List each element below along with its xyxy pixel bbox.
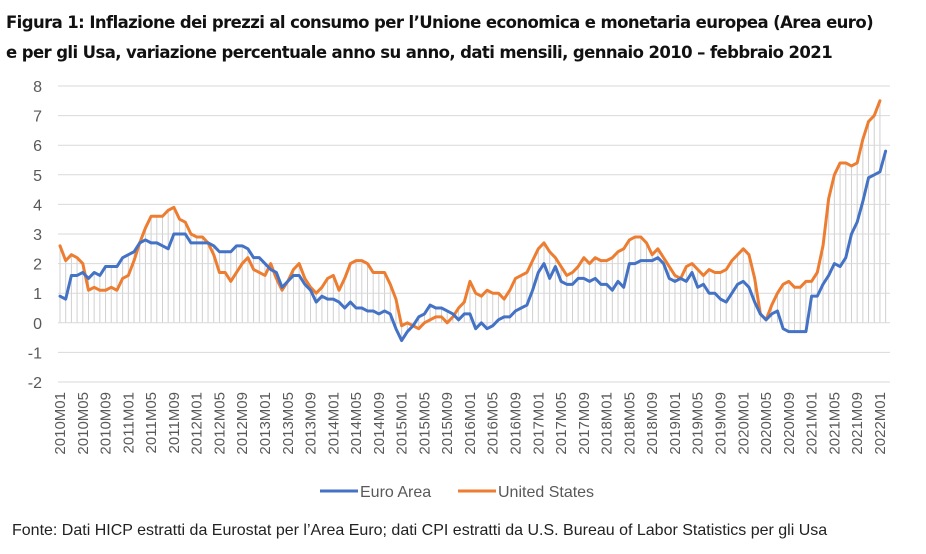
x-tick-label: 2010M09: [98, 392, 115, 455]
x-tick-label: 2011M09: [166, 392, 183, 453]
y-tick-label: 3: [33, 227, 42, 244]
x-tick-label: 2011M05: [143, 392, 160, 453]
x-tick-label: 2013M01: [257, 392, 274, 455]
x-tick-label: 2011M01: [120, 392, 137, 453]
series-lines: [58, 99, 888, 343]
y-tick-label: 5: [33, 168, 42, 185]
x-tick-label: 2015M05: [416, 392, 433, 455]
x-tick-label: 2021M09: [849, 392, 866, 455]
x-tick-label: 2015M09: [439, 392, 456, 455]
x-tick-label: 2018M09: [644, 392, 661, 455]
legend-label: United States: [498, 484, 594, 501]
x-tick-label: 2013M05: [280, 392, 297, 455]
x-tick-label: 2017M05: [553, 392, 570, 455]
x-tick-label: 2014M05: [348, 392, 365, 455]
x-tick-label: 2018M05: [621, 392, 638, 455]
x-tick-label: 2019M09: [713, 392, 730, 455]
x-tick-label: 2013M09: [303, 392, 320, 455]
x-tick-label: 2016M01: [462, 392, 479, 455]
x-tick-label: 2015M01: [394, 392, 411, 455]
x-tick-label: 2020M09: [781, 392, 798, 455]
x-tick-label: 2010M05: [75, 392, 92, 455]
chart-title-line-1: Figura 1: Inflazione dei prezzi al consu…: [6, 13, 874, 32]
x-tick-label: 2020M01: [735, 392, 752, 455]
x-tick-label: 2012M05: [211, 392, 228, 455]
y-tick-label: -2: [28, 375, 42, 392]
x-tick-label: 2016M05: [485, 392, 502, 455]
y-tick-label: 8: [33, 79, 42, 96]
legend-label: Euro Area: [360, 484, 431, 501]
x-tick-label: 2019M05: [690, 392, 707, 455]
source-note: Fonte: Dati HICP estratti da Eurostat pe…: [12, 522, 828, 539]
x-tick-label: 2014M01: [325, 392, 342, 455]
x-tick-label: 2021M01: [804, 392, 821, 455]
y-tick-label: 4: [33, 197, 42, 214]
y-tick-label: 6: [33, 138, 42, 155]
y-tick-label: 1: [33, 286, 42, 303]
x-tick-label: 2017M09: [576, 392, 593, 455]
x-tick-label: 2020M05: [758, 392, 775, 455]
x-axis-ticks: 2010M01 2010M05 2010M09 2011M01 2011M05 2011M…: [52, 392, 889, 455]
series-line-euro-area: [58, 149, 888, 343]
x-tick-label: 2022M01: [872, 392, 889, 455]
legend: Euro Area United States: [320, 484, 594, 501]
chart-title: Figura 1: Inflazione dei prezzi al consu…: [6, 8, 921, 68]
x-tick-label: 2012M09: [234, 392, 251, 455]
x-tick-label: 2016M09: [508, 392, 525, 455]
y-axis-ticks: -2 -1 0 1 2 3 4 5 6 7 8: [28, 79, 42, 392]
x-tick-label: 2010M01: [52, 392, 69, 455]
x-tick-label: 2018M01: [599, 392, 616, 455]
y-tick-label: -1: [28, 345, 42, 362]
x-tick-label: 2012M01: [189, 392, 206, 455]
y-tick-label: 2: [33, 257, 42, 274]
x-tick-label: 2021M05: [826, 392, 843, 455]
y-tick-label: 7: [33, 109, 42, 126]
x-tick-label: 2017M01: [530, 392, 547, 455]
x-tick-label: 2014M09: [371, 392, 388, 455]
y-tick-label: 0: [33, 316, 42, 333]
x-tick-label: 2019M01: [667, 392, 684, 455]
series-line-united-states: [58, 99, 882, 331]
chart-title-line-2: e per gli Usa, variazione percentuale an…: [6, 43, 833, 62]
